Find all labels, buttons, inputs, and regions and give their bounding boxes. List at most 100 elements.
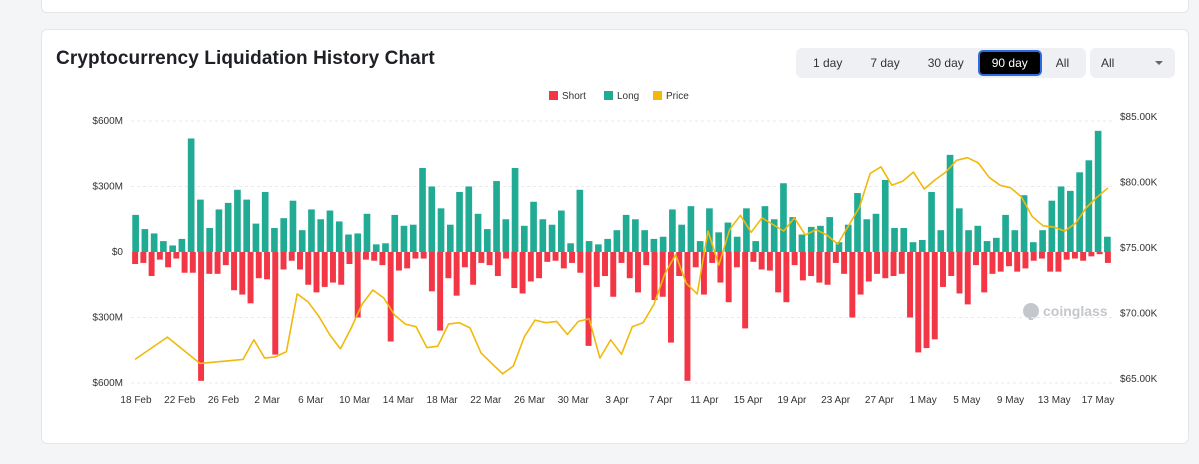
short-bar bbox=[222, 252, 229, 266]
short-bar bbox=[1055, 252, 1062, 272]
left-axis-tick: $600M bbox=[92, 116, 123, 127]
short-bar bbox=[1104, 252, 1111, 263]
long-bar bbox=[502, 219, 510, 252]
x-axis-tick: 9 May bbox=[997, 395, 1024, 406]
long-bar bbox=[446, 224, 454, 252]
short-bar bbox=[313, 252, 320, 293]
long-bar bbox=[511, 167, 519, 252]
long-bar bbox=[160, 241, 167, 252]
chart-title: Cryptocurrency Liquidation History Chart bbox=[56, 48, 435, 69]
long-bar bbox=[789, 217, 797, 252]
short-bar bbox=[841, 252, 848, 274]
long-bar bbox=[400, 225, 408, 252]
chevron-down-icon bbox=[1155, 61, 1163, 65]
short-bar bbox=[725, 252, 732, 303]
short-bar bbox=[981, 252, 988, 293]
short-bar bbox=[1014, 252, 1021, 272]
x-axis-tick: 15 Apr bbox=[734, 395, 764, 406]
long-bar bbox=[872, 213, 880, 252]
short-bar bbox=[552, 252, 559, 261]
long-bar bbox=[530, 201, 537, 252]
short-bar bbox=[470, 252, 477, 285]
long-bar bbox=[659, 236, 667, 252]
short-bar bbox=[857, 252, 864, 295]
short-bar bbox=[849, 252, 856, 318]
long-bar bbox=[234, 189, 241, 252]
short-bar bbox=[766, 252, 773, 271]
short-bar bbox=[1088, 252, 1095, 257]
short-bar bbox=[321, 252, 328, 287]
watermark-text: coinglass bbox=[1043, 303, 1108, 319]
x-axis-tick: 5 May bbox=[953, 395, 980, 406]
long-bar bbox=[669, 209, 676, 252]
long-bar bbox=[456, 191, 463, 252]
x-axis-tick: 18 Mar bbox=[427, 395, 459, 406]
left-axis-tick: $0 bbox=[112, 247, 124, 258]
long-bar bbox=[280, 218, 288, 252]
short-bar bbox=[255, 252, 262, 279]
short-bar bbox=[206, 252, 213, 274]
long-bar bbox=[752, 241, 760, 252]
long-bar bbox=[141, 229, 149, 252]
long-bar bbox=[798, 234, 806, 252]
short-bar bbox=[882, 252, 889, 279]
long-bar bbox=[206, 227, 213, 252]
short-bar bbox=[1038, 252, 1045, 259]
long-bar bbox=[743, 208, 750, 252]
short-bar bbox=[593, 252, 600, 287]
long-bar bbox=[761, 206, 769, 252]
long-bar bbox=[863, 219, 871, 252]
x-axis-tick: 30 Mar bbox=[558, 395, 590, 406]
long-bar bbox=[437, 208, 445, 252]
short-bar bbox=[700, 252, 707, 295]
long-bar bbox=[558, 210, 565, 252]
long-bar bbox=[678, 224, 685, 252]
long-bar bbox=[576, 189, 584, 252]
range-all-button[interactable]: All bbox=[1055, 56, 1070, 70]
long-bar bbox=[169, 245, 176, 252]
x-axis-tick: 18 Feb bbox=[120, 395, 152, 406]
long-bar bbox=[391, 214, 399, 252]
long-bar bbox=[187, 138, 195, 252]
range-90-day-button[interactable]: 90 day bbox=[977, 50, 1042, 76]
short-bar bbox=[189, 252, 196, 273]
long-bar bbox=[298, 230, 306, 252]
short-bar bbox=[437, 252, 444, 331]
range-7-day-button[interactable]: 7 day bbox=[870, 56, 900, 70]
long-bar bbox=[687, 206, 695, 252]
short-bar bbox=[297, 252, 303, 270]
long-bar bbox=[345, 234, 352, 252]
short-bar bbox=[395, 252, 402, 271]
long-bar bbox=[132, 214, 139, 252]
short-bar bbox=[915, 252, 922, 353]
short-bar bbox=[997, 252, 1004, 272]
short-bar bbox=[1030, 252, 1037, 261]
short-bar bbox=[948, 252, 955, 277]
long-bar bbox=[780, 183, 787, 252]
short-bar bbox=[181, 252, 188, 273]
range-30-day-button[interactable]: 30 day bbox=[927, 56, 964, 70]
short-bar bbox=[569, 252, 576, 263]
long-bar bbox=[992, 237, 1000, 252]
long-bar bbox=[715, 232, 722, 252]
short-bar bbox=[626, 252, 633, 279]
x-axis-tick: 2 Mar bbox=[254, 395, 280, 406]
long-bar bbox=[224, 202, 232, 253]
coin-select-dropdown[interactable]: All bbox=[1090, 48, 1175, 78]
long-bar bbox=[807, 226, 815, 252]
right-axis-tick: $65.00K bbox=[1120, 374, 1158, 385]
x-axis-tick: 13 May bbox=[1038, 395, 1071, 406]
short-bar bbox=[387, 252, 394, 342]
x-axis-tick: 26 Mar bbox=[514, 395, 546, 406]
short-bar bbox=[346, 252, 353, 265]
short-bar bbox=[494, 252, 501, 277]
long-bar bbox=[215, 209, 223, 252]
short-bar bbox=[1096, 252, 1103, 255]
range-selector: 1 day 7 day 30 day 90 day All bbox=[796, 48, 1087, 78]
long-bar bbox=[733, 236, 741, 252]
range-1-day-button[interactable]: 1 day bbox=[813, 56, 843, 70]
short-bar bbox=[635, 252, 641, 293]
long-bar bbox=[928, 191, 935, 252]
long-bar bbox=[974, 225, 982, 252]
